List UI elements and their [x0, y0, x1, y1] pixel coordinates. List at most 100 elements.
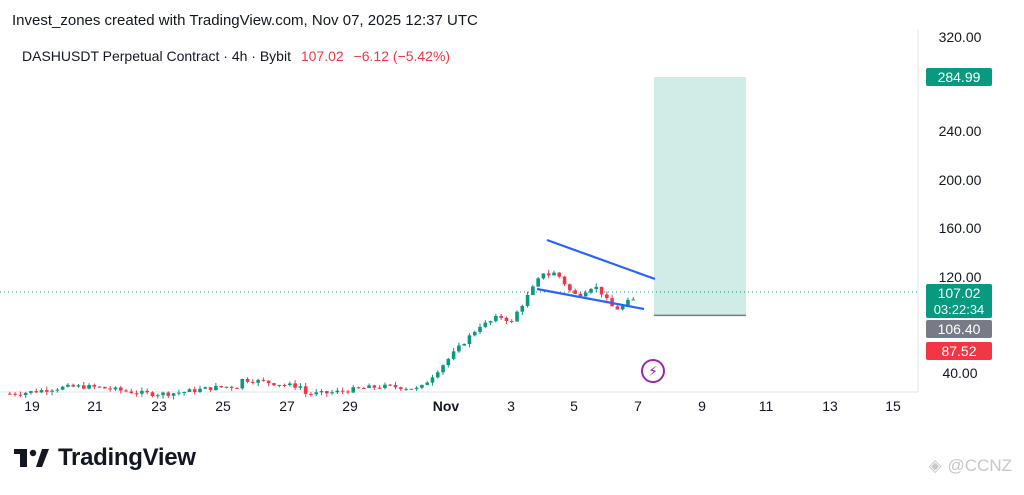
y-tick-label: 320.00: [939, 29, 982, 45]
candle: [219, 385, 223, 389]
candle: [71, 383, 76, 388]
x-tick-label: 23: [151, 398, 167, 414]
candle: [29, 390, 33, 395]
candle: [546, 269, 551, 279]
candle: [97, 386, 102, 388]
candle: [462, 343, 466, 346]
candle: [393, 381, 398, 390]
candle: [288, 381, 292, 387]
candle: [504, 316, 509, 324]
candle: [293, 380, 297, 391]
candle: [583, 290, 588, 297]
candle: [103, 386, 107, 389]
candle: [171, 393, 176, 400]
candle: [309, 392, 313, 397]
candle: [229, 385, 234, 391]
candle: [81, 381, 86, 390]
candle: [118, 385, 123, 394]
y-tick-label: 240.00: [939, 123, 982, 139]
candle: [483, 320, 488, 328]
axis-price-text: 107.02: [938, 285, 981, 301]
x-tick-label: 7: [634, 398, 642, 414]
candle: [361, 386, 366, 389]
candle: [87, 383, 91, 390]
candle: [208, 387, 213, 393]
candle: [414, 386, 419, 392]
candle: [60, 385, 65, 391]
candle: [467, 333, 472, 348]
candle: [140, 387, 144, 397]
candle: [66, 383, 70, 388]
axis-price-text: 87.52: [941, 343, 976, 359]
candle: [446, 358, 451, 368]
candle: [166, 391, 171, 398]
candle: [367, 383, 371, 389]
candle: [76, 384, 81, 388]
candle: [626, 297, 630, 306]
candle: [92, 383, 97, 390]
x-tick-label: 13: [822, 398, 838, 414]
candle: [198, 385, 202, 393]
x-tick-label: Nov: [433, 398, 460, 414]
candle: [377, 384, 382, 390]
candle: [562, 275, 567, 287]
candles-layer: [8, 269, 636, 400]
candle: [145, 388, 149, 395]
binance-square-icon: ◈: [928, 456, 942, 475]
candle: [325, 390, 329, 397]
candle: [177, 389, 181, 396]
tradingview-wordmark: TradingView: [58, 444, 196, 471]
x-tick-label: 9: [698, 398, 706, 414]
candle: [372, 384, 377, 390]
candle: [277, 384, 282, 388]
lightning-bolt-icon[interactable]: ⚡: [641, 359, 665, 383]
candle: [50, 389, 54, 396]
candle: [8, 391, 12, 395]
candle: [330, 389, 334, 395]
candle: [631, 296, 636, 301]
x-tick-label: 25: [215, 398, 231, 414]
wedge-lines: [536, 238, 656, 311]
candle: [335, 387, 340, 395]
candle: [319, 388, 324, 396]
price-chart[interactable]: 320.00 240.00 200.00 160.00 120.00 40.00 19 21 2…: [0, 0, 1024, 420]
candle: [23, 391, 28, 398]
candle: [55, 388, 60, 393]
candle: [589, 287, 593, 295]
candle: [44, 386, 49, 396]
candle: [240, 378, 245, 390]
x-tick-label: 15: [885, 398, 901, 414]
tradingview-logo: TradingView: [14, 444, 196, 472]
x-tick-label: 27: [279, 398, 295, 414]
candle: [129, 388, 134, 394]
x-tick-label: 11: [759, 398, 774, 414]
position-zones: [0, 77, 918, 317]
candle: [155, 393, 160, 399]
tradingview-logo-icon: [14, 449, 49, 467]
candle: [509, 319, 514, 324]
candle: [568, 283, 572, 293]
candle: [245, 377, 250, 384]
y-tick-label: 160.00: [939, 220, 982, 236]
wedge-lower-line: [536, 287, 645, 311]
y-tick-label: 120.00: [939, 269, 982, 285]
y-tick-label: 200.00: [939, 172, 982, 188]
candle: [541, 273, 546, 280]
candle: [161, 391, 165, 399]
candle: [525, 291, 530, 308]
candle: [435, 370, 440, 379]
candle: [282, 383, 287, 387]
candle: [298, 383, 303, 391]
candle: [124, 388, 128, 393]
candle: [557, 272, 562, 279]
candle: [108, 386, 112, 392]
candle: [531, 284, 535, 296]
candle: [235, 387, 239, 389]
candle: [351, 384, 356, 394]
candle: [150, 391, 155, 398]
candle: [39, 388, 44, 394]
candle: [430, 374, 435, 386]
candle: [520, 304, 525, 315]
candle: [356, 386, 361, 389]
